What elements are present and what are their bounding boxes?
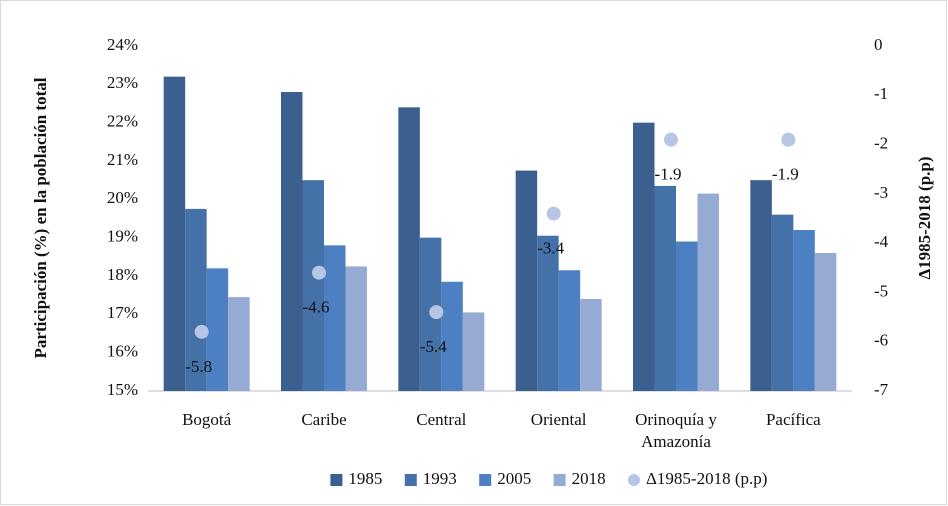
y2-tick-label: -7 — [874, 380, 889, 399]
y-tick-label: 17% — [107, 303, 138, 322]
y-axis-label: Participación (%) en la población total — [31, 77, 50, 358]
x-tick-label: Oriental — [530, 410, 587, 429]
point — [429, 305, 444, 320]
legend-marker — [479, 474, 492, 486]
bar — [750, 180, 772, 391]
bar — [462, 312, 485, 391]
bar — [580, 299, 602, 391]
bar — [771, 214, 794, 391]
y2-tick-label: 0 — [874, 35, 883, 54]
point — [312, 265, 326, 280]
x-tick-label: Orinoquía y Amazonía — [635, 410, 717, 451]
bar — [633, 122, 655, 392]
y2-tick-label: -4 — [874, 232, 889, 251]
y-tick-label: 15% — [107, 380, 138, 399]
x-tick-label: Caribe — [301, 410, 347, 429]
bar — [697, 193, 719, 391]
legend-marker — [330, 474, 343, 486]
bar — [558, 270, 581, 391]
y-tick-label: 21% — [107, 150, 138, 169]
legend-label: 1993 — [423, 469, 457, 488]
y2-tick-label: -5 — [874, 281, 888, 300]
legend-marker — [553, 474, 566, 486]
point — [546, 206, 561, 221]
y-tick-label: 18% — [107, 265, 138, 284]
bar — [654, 185, 676, 391]
y-tick-label: 22% — [107, 112, 138, 131]
bar — [185, 208, 207, 391]
bar — [206, 268, 229, 391]
y2-tick-label: -6 — [874, 331, 888, 350]
x-tick-label: Central — [416, 410, 467, 429]
y-tick-label: 16% — [107, 342, 138, 361]
bar — [676, 241, 698, 391]
bar — [281, 92, 303, 391]
bar — [515, 170, 538, 391]
legend-marker — [404, 474, 417, 486]
y2-tick-label: -1 — [874, 84, 888, 103]
bar — [228, 297, 250, 391]
y-tick-label: 19% — [107, 227, 138, 246]
bar — [324, 245, 346, 391]
legend-label: Δ1985-2018 (p.p) — [646, 469, 767, 488]
bar — [537, 235, 559, 391]
y2-tick-label: -2 — [874, 133, 888, 152]
bar — [441, 281, 463, 391]
point — [781, 132, 796, 147]
bar — [345, 266, 367, 391]
bar — [793, 230, 815, 391]
data-label: -3.4 — [537, 238, 564, 257]
y-tick-label: 20% — [107, 188, 138, 207]
point — [664, 132, 678, 147]
x-tick-label: Bogotá — [182, 410, 232, 429]
y-tick-label: 23% — [107, 73, 138, 92]
x-tick-label: Pacífica — [765, 410, 821, 429]
y2-axis-label: Δ1985-2018 (p.p) — [915, 156, 934, 279]
legend-marker — [628, 474, 640, 486]
data-label: -1.9 — [772, 165, 799, 184]
data-label: -4.6 — [303, 298, 330, 317]
y-tick-label: 24% — [107, 35, 138, 54]
bar — [302, 180, 324, 391]
data-label: -5.4 — [420, 337, 447, 356]
point — [194, 324, 209, 339]
bar — [814, 253, 837, 391]
legend-label: 2005 — [497, 469, 531, 488]
data-label: -1.9 — [655, 165, 682, 184]
legend-label: 1985 — [348, 469, 382, 488]
y2-tick-label: -3 — [874, 183, 888, 202]
legend-label: 2018 — [572, 469, 606, 488]
data-label: -5.8 — [185, 357, 212, 376]
bar — [398, 107, 420, 391]
bar — [163, 76, 186, 392]
